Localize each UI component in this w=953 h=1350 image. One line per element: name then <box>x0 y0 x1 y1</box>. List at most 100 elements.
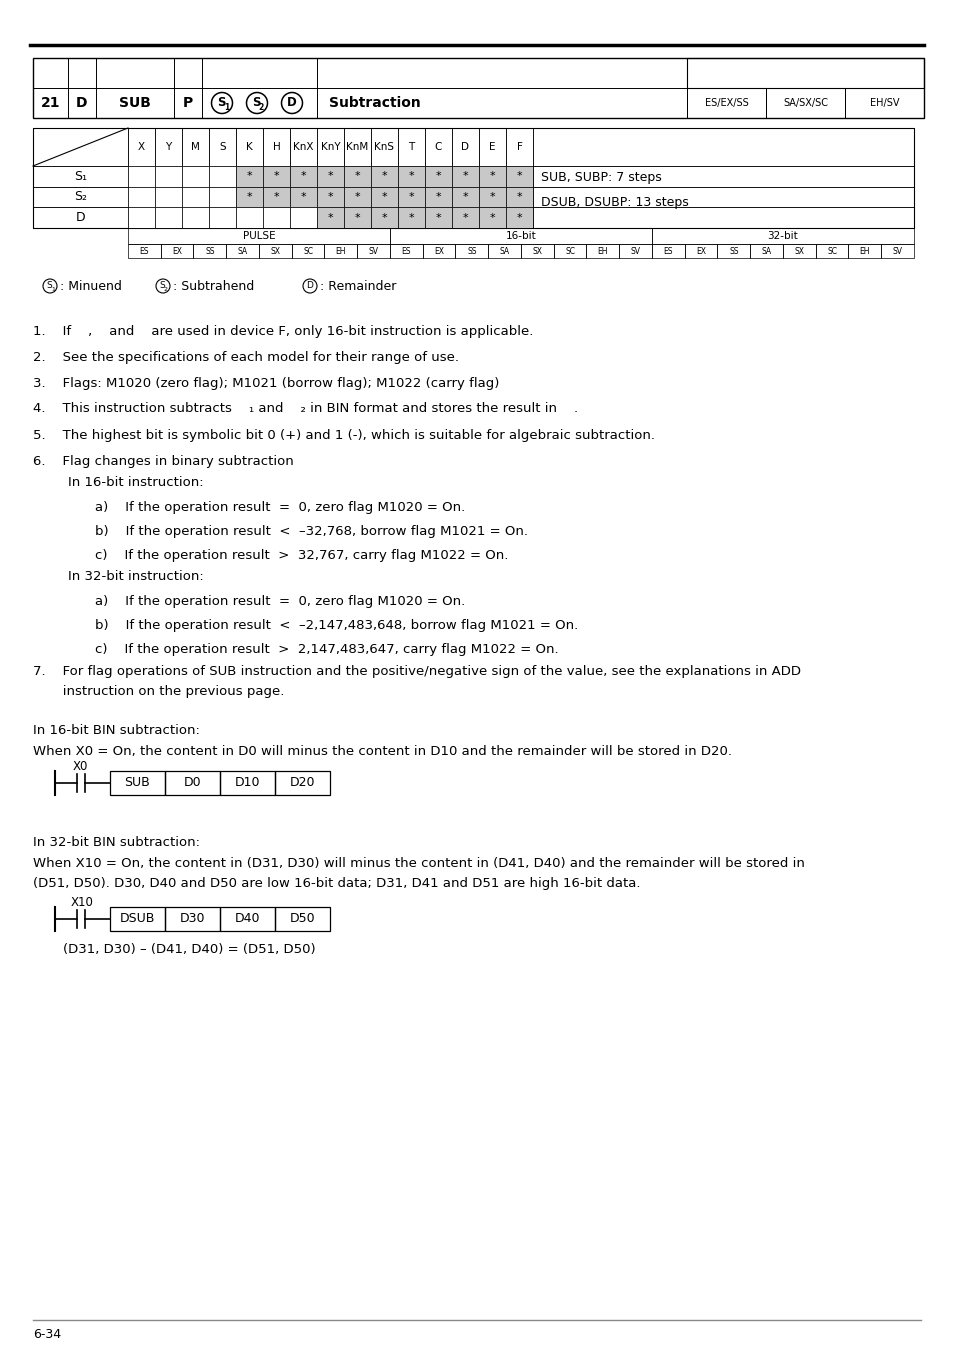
Bar <box>684 244 717 258</box>
Bar <box>209 186 235 208</box>
Bar <box>371 186 397 208</box>
Text: 16-bit: 16-bit <box>505 231 536 242</box>
Text: X0: X0 <box>73 760 89 774</box>
Bar <box>235 186 263 208</box>
Text: D20: D20 <box>290 776 314 790</box>
Text: 5.    The highest bit is symbolic bit 0 (+) and 1 (-), which is suitable for alg: 5. The highest bit is symbolic bit 0 (+)… <box>33 428 655 441</box>
Text: SA/SX/SC: SA/SX/SC <box>782 99 827 108</box>
Text: SV: SV <box>630 247 640 255</box>
Bar <box>452 128 478 166</box>
Bar <box>344 166 371 186</box>
Text: EH: EH <box>859 247 869 255</box>
Bar <box>686 58 923 88</box>
Text: D: D <box>306 282 314 290</box>
Bar <box>263 186 290 208</box>
Bar <box>452 166 478 186</box>
Bar <box>424 208 452 228</box>
Text: SA: SA <box>760 247 771 255</box>
Bar <box>33 128 128 166</box>
Bar <box>397 208 424 228</box>
Text: SA: SA <box>237 247 248 255</box>
Bar <box>488 244 520 258</box>
Text: D10: D10 <box>234 776 260 790</box>
Text: D: D <box>461 142 469 153</box>
Text: Y: Y <box>165 142 172 153</box>
Text: P: P <box>183 96 193 109</box>
Text: *: * <box>517 213 521 223</box>
Bar <box>390 228 651 244</box>
Bar <box>533 166 913 186</box>
Bar <box>424 128 452 166</box>
Bar <box>533 186 913 208</box>
Text: *: * <box>327 213 333 223</box>
Text: EX: EX <box>696 247 705 255</box>
Text: D: D <box>76 96 88 109</box>
Bar <box>424 166 452 186</box>
Text: SS: SS <box>728 247 738 255</box>
Text: S₁: S₁ <box>74 170 87 182</box>
Bar <box>182 166 209 186</box>
Text: 4.    This instruction subtracts    ₁ and    ₂ in BIN format and stores the resu: 4. This instruction subtracts ₁ and ₂ in… <box>33 402 578 416</box>
Bar <box>182 208 209 228</box>
Text: SC: SC <box>564 247 575 255</box>
Bar <box>33 128 913 228</box>
Bar <box>154 186 182 208</box>
Text: S: S <box>159 282 165 290</box>
Text: *: * <box>462 192 468 202</box>
Text: D50: D50 <box>290 913 315 926</box>
Text: SA: SA <box>499 247 509 255</box>
Bar <box>356 244 390 258</box>
Bar <box>128 166 154 186</box>
Text: E: E <box>489 142 496 153</box>
Bar <box>274 907 330 931</box>
Text: *: * <box>300 171 306 181</box>
Text: *: * <box>462 213 468 223</box>
Bar <box>33 58 923 117</box>
Text: 2: 2 <box>164 288 168 292</box>
Text: SS: SS <box>467 247 476 255</box>
Bar <box>553 244 586 258</box>
Bar <box>235 166 263 186</box>
Bar <box>505 208 533 228</box>
Text: ES: ES <box>401 247 411 255</box>
Bar <box>316 208 344 228</box>
Text: 7.    For flag operations of SUB instruction and the positive/negative sign of t: 7. For flag operations of SUB instructio… <box>33 664 801 678</box>
Bar <box>128 186 154 208</box>
Text: (D51, D50). D30, D40 and D50 are low 16-bit data; D31, D41 and D51 are high 16-b: (D51, D50). D30, D40 and D50 are low 16-… <box>33 876 639 890</box>
Bar <box>316 186 344 208</box>
Text: PULSE: PULSE <box>242 231 275 242</box>
Text: In 32-bit BIN subtraction:: In 32-bit BIN subtraction: <box>33 837 200 849</box>
Bar <box>263 166 290 186</box>
Text: SV: SV <box>892 247 902 255</box>
Text: *: * <box>489 192 495 202</box>
Bar <box>154 166 182 186</box>
Text: *: * <box>436 171 441 181</box>
Bar <box>193 244 226 258</box>
Text: SS: SS <box>205 247 214 255</box>
Text: In 32-bit instruction:: In 32-bit instruction: <box>68 571 204 583</box>
Bar <box>110 771 165 795</box>
Bar <box>422 244 455 258</box>
Text: : Remainder: : Remainder <box>319 279 395 293</box>
Bar <box>33 166 128 186</box>
Bar <box>371 208 397 228</box>
Bar <box>220 907 274 931</box>
Bar <box>424 186 452 208</box>
Text: X10: X10 <box>71 896 93 910</box>
Bar <box>290 208 316 228</box>
Text: *: * <box>462 171 468 181</box>
Bar <box>371 166 397 186</box>
Text: 2.    See the specifications of each model for their range of use.: 2. See the specifications of each model … <box>33 351 458 363</box>
Bar <box>749 244 782 258</box>
Bar <box>847 244 881 258</box>
Text: EX: EX <box>434 247 444 255</box>
Bar <box>455 244 488 258</box>
Text: S: S <box>219 142 226 153</box>
Text: instruction on the previous page.: instruction on the previous page. <box>33 684 284 698</box>
Text: *: * <box>517 171 521 181</box>
Bar <box>344 186 371 208</box>
Bar <box>390 244 422 258</box>
Bar <box>533 208 913 228</box>
Text: T: T <box>408 142 415 153</box>
Text: 2: 2 <box>258 103 264 112</box>
